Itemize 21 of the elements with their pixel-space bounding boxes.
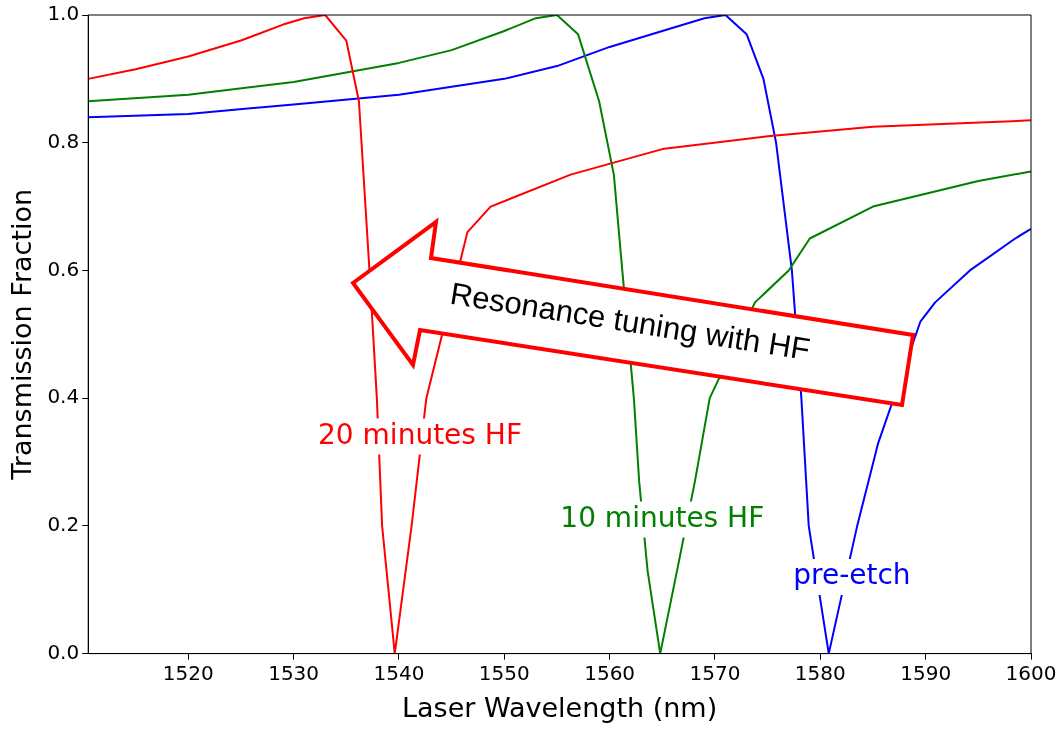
series-label: pre-etch — [793, 558, 911, 592]
series-label: 20 minutes HF — [318, 417, 522, 451]
x-tick-label: 1560 — [584, 660, 636, 685]
x-axis-title: Laser Wavelength (nm) — [402, 691, 718, 723]
x-tick-label: 1600 — [1005, 660, 1057, 685]
x-tick-label: 1540 — [373, 660, 425, 685]
x-tick-label: 1520 — [162, 660, 214, 685]
x-tick-label: 1570 — [689, 660, 741, 685]
y-tick-label: 0.2 — [47, 512, 80, 537]
x-tick-label: 1580 — [794, 660, 846, 685]
y-tick-label: 0.6 — [47, 256, 80, 281]
annotation: Resonance tuning with HF — [446, 274, 814, 370]
y-tick-label: 0.0 — [47, 639, 80, 664]
x-tick-label: 1530 — [268, 660, 320, 685]
y-tick-label: 1.0 — [47, 1, 80, 26]
series-label: 10 minutes HF — [560, 500, 765, 534]
x-tick-label: 1550 — [478, 660, 530, 685]
x-tick-label: 1590 — [900, 660, 952, 685]
y-tick-label: 0.8 — [47, 128, 80, 153]
y-tick-label: 0.4 — [47, 384, 80, 409]
y-axis-title: Transmission Fraction — [6, 188, 38, 481]
